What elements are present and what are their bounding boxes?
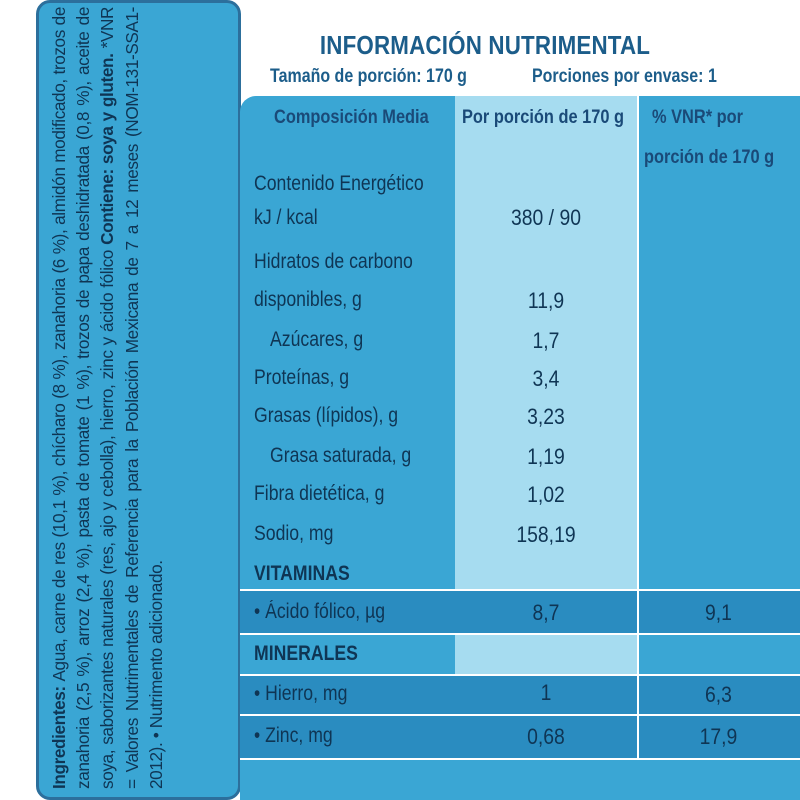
row-label-energy-unit: kJ / kcal [254, 206, 318, 229]
value-zinc: 0,68 [527, 724, 565, 749]
divider [240, 714, 800, 716]
value-fiber: 1,02 [527, 482, 565, 507]
header-per-serving: Por porción de 170 g [462, 106, 625, 128]
row-label-saturated-fat: Grasa saturada, g [270, 444, 412, 467]
value-sodium: 158,19 [516, 522, 576, 547]
vnr-zinc: 17,9 [699, 724, 738, 749]
value-folic-acid: 8,7 [532, 600, 560, 625]
column-divider [637, 96, 639, 758]
value-iron: 1 [540, 680, 552, 705]
minerals-heading: MINERALES [254, 642, 358, 665]
row-label-sugars: Azúcares, g [270, 328, 364, 351]
minerals-light-segment [455, 633, 637, 674]
row-label-fat: Grasas (lípidos), g [254, 404, 399, 427]
divider [240, 589, 800, 591]
divider [240, 758, 800, 760]
ingredients-label: Ingredientes: [49, 681, 69, 789]
value-carbs: 11,9 [527, 288, 565, 313]
row-label-iron: • Hierro, mg [254, 682, 348, 705]
value-energy: 380 / 90 [511, 205, 581, 230]
row-label-carbs-unit: disponibles, g [254, 288, 362, 311]
vitamins-band [240, 589, 800, 633]
vitamins-heading: VITAMINAS [254, 562, 350, 585]
vnr-folic-acid: 9,1 [705, 600, 732, 625]
iron-band [240, 674, 800, 714]
allergen-statement: Contiene: soya y gluten. [97, 48, 118, 245]
value-sugars: 1,7 [532, 328, 560, 353]
value-protein: 3,4 [532, 366, 560, 391]
header-vnr-line2: porción de 170 g [644, 146, 775, 168]
row-label-energy: Contenido Energético [254, 172, 424, 195]
row-label-protein: Proteínas, g [254, 366, 350, 389]
row-label-fiber: Fibra dietética, g [254, 482, 385, 505]
table-title: INFORMACIÓN NUTRIMENTAL [319, 30, 651, 60]
value-saturated-fat: 1,19 [527, 444, 565, 469]
header-vnr-line1: % VNR* por [652, 106, 744, 128]
header-composition: Composición Media [274, 106, 429, 128]
row-label-carbs: Hidratos de carbono [254, 250, 413, 273]
ingredients-panel: Ingredientes: Agua, carne de res (10,1 %… [36, 0, 241, 800]
row-label-folic-acid: • Ácido fólico, µg [254, 600, 386, 623]
nutrition-table: INFORMACIÓN NUTRIMENTAL Tamaño de porció… [240, 0, 800, 800]
divider [240, 633, 800, 635]
row-label-zinc: • Zinc, mg [254, 724, 333, 747]
zinc-band [240, 714, 800, 758]
row-label-sodium: Sodio, mg [254, 522, 334, 545]
value-fat: 3,23 [527, 404, 565, 429]
per-serving-column [455, 96, 637, 589]
divider [240, 674, 800, 676]
servings-per-container: Porciones por envase: 1 [532, 65, 717, 87]
serving-size: Tamaño de porción: 170 g [270, 65, 467, 87]
vnr-iron: 6,3 [705, 682, 732, 707]
ingredients-text-block: Ingredientes: Agua, carne de res (10,1 %… [45, 3, 238, 793]
